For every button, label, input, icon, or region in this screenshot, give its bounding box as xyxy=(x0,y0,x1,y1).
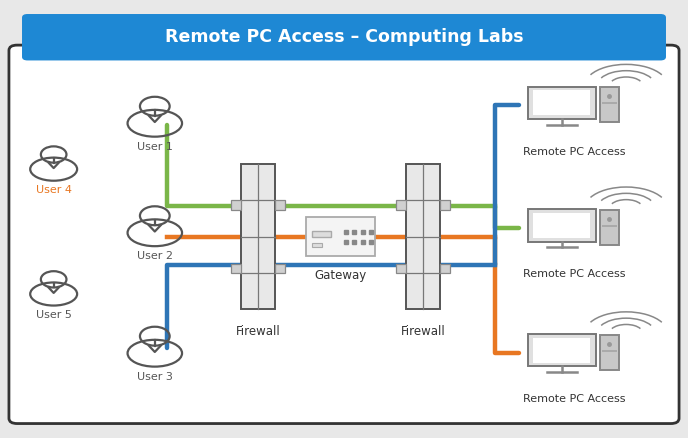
Bar xyxy=(533,338,590,363)
Text: Remote PC Access – Computing Labs: Remote PC Access – Computing Labs xyxy=(164,28,524,46)
Bar xyxy=(602,102,616,104)
Bar xyxy=(312,243,322,247)
Bar xyxy=(306,217,375,256)
Bar xyxy=(241,164,275,309)
Bar xyxy=(275,200,285,209)
Text: Firewall: Firewall xyxy=(400,325,446,339)
Text: Remote PC Access: Remote PC Access xyxy=(524,147,625,157)
Text: Gateway: Gateway xyxy=(314,269,367,283)
Text: User 1: User 1 xyxy=(137,141,173,152)
Bar xyxy=(528,209,596,242)
Text: Remote PC Access: Remote PC Access xyxy=(524,394,625,404)
Text: Firewall: Firewall xyxy=(235,325,281,339)
FancyBboxPatch shape xyxy=(22,14,666,60)
Bar xyxy=(440,264,450,273)
Bar xyxy=(231,200,241,209)
Text: Remote PC Access: Remote PC Access xyxy=(524,269,625,279)
Bar xyxy=(533,91,590,115)
Bar xyxy=(440,200,450,209)
Bar xyxy=(406,164,440,309)
Bar xyxy=(231,264,241,273)
Bar xyxy=(533,213,590,238)
Bar xyxy=(312,231,331,237)
Bar xyxy=(528,334,596,366)
Bar xyxy=(528,87,596,119)
Text: User 4: User 4 xyxy=(36,185,72,195)
Text: User 2: User 2 xyxy=(137,251,173,261)
Bar xyxy=(396,264,406,273)
Text: User 3: User 3 xyxy=(137,371,173,381)
Bar xyxy=(602,350,616,352)
Bar xyxy=(600,335,619,370)
Bar xyxy=(275,264,285,273)
Bar xyxy=(600,88,619,122)
FancyBboxPatch shape xyxy=(9,45,679,424)
Bar xyxy=(600,210,619,245)
Bar xyxy=(602,225,616,227)
Text: User 5: User 5 xyxy=(36,310,72,320)
Bar xyxy=(396,200,406,209)
